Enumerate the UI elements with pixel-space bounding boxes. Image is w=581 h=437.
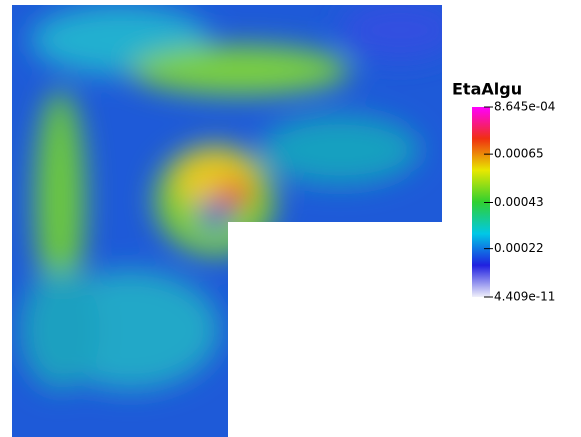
tick-label: 0.00043 xyxy=(494,195,544,209)
field-render xyxy=(12,5,442,437)
tick-label: 4.409e-11 xyxy=(494,290,555,304)
tick-label: 8.645e-04 xyxy=(494,100,555,114)
tick-label: 0.00022 xyxy=(494,241,544,255)
tick-label: 0.00065 xyxy=(494,147,544,161)
colorbar-title: EtaAlgu xyxy=(452,80,522,99)
